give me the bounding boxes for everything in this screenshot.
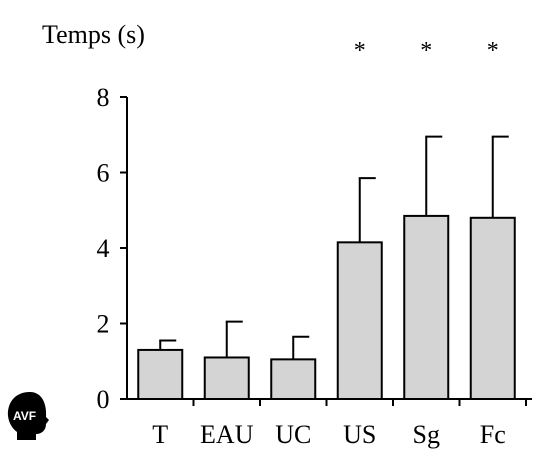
y-tick-label: 4 (97, 234, 110, 263)
y-tick-label: 6 (97, 159, 110, 188)
bar (137, 348, 184, 400)
lightbulb-head-icon (7, 392, 49, 440)
x-tick-label: EAU (200, 420, 254, 449)
bar (336, 241, 383, 400)
bar (203, 356, 250, 401)
bar (270, 358, 317, 400)
x-tick-label: T (152, 420, 168, 449)
y-tick-label: 2 (97, 310, 110, 339)
x-tick-label: Fc (480, 420, 506, 449)
significance-marker: * (420, 38, 432, 64)
x-tick-label: UC (275, 420, 311, 449)
y-axis-label: Temps (s) (42, 20, 145, 49)
avf-logo: AVF (7, 392, 49, 440)
y-tick-label: 8 (97, 83, 110, 112)
x-tick-label: Sg (413, 420, 440, 449)
bar (469, 216, 516, 400)
chart-marks: 0 2 4 6 8 T EAU UC US * Sg * Fc * (97, 38, 532, 449)
logo-text: AVF (13, 409, 36, 423)
bar (403, 214, 450, 400)
x-tick-label: US (343, 420, 376, 449)
significance-marker: * (487, 38, 499, 64)
y-tick-label: 0 (97, 385, 110, 414)
significance-marker: * (354, 38, 366, 64)
